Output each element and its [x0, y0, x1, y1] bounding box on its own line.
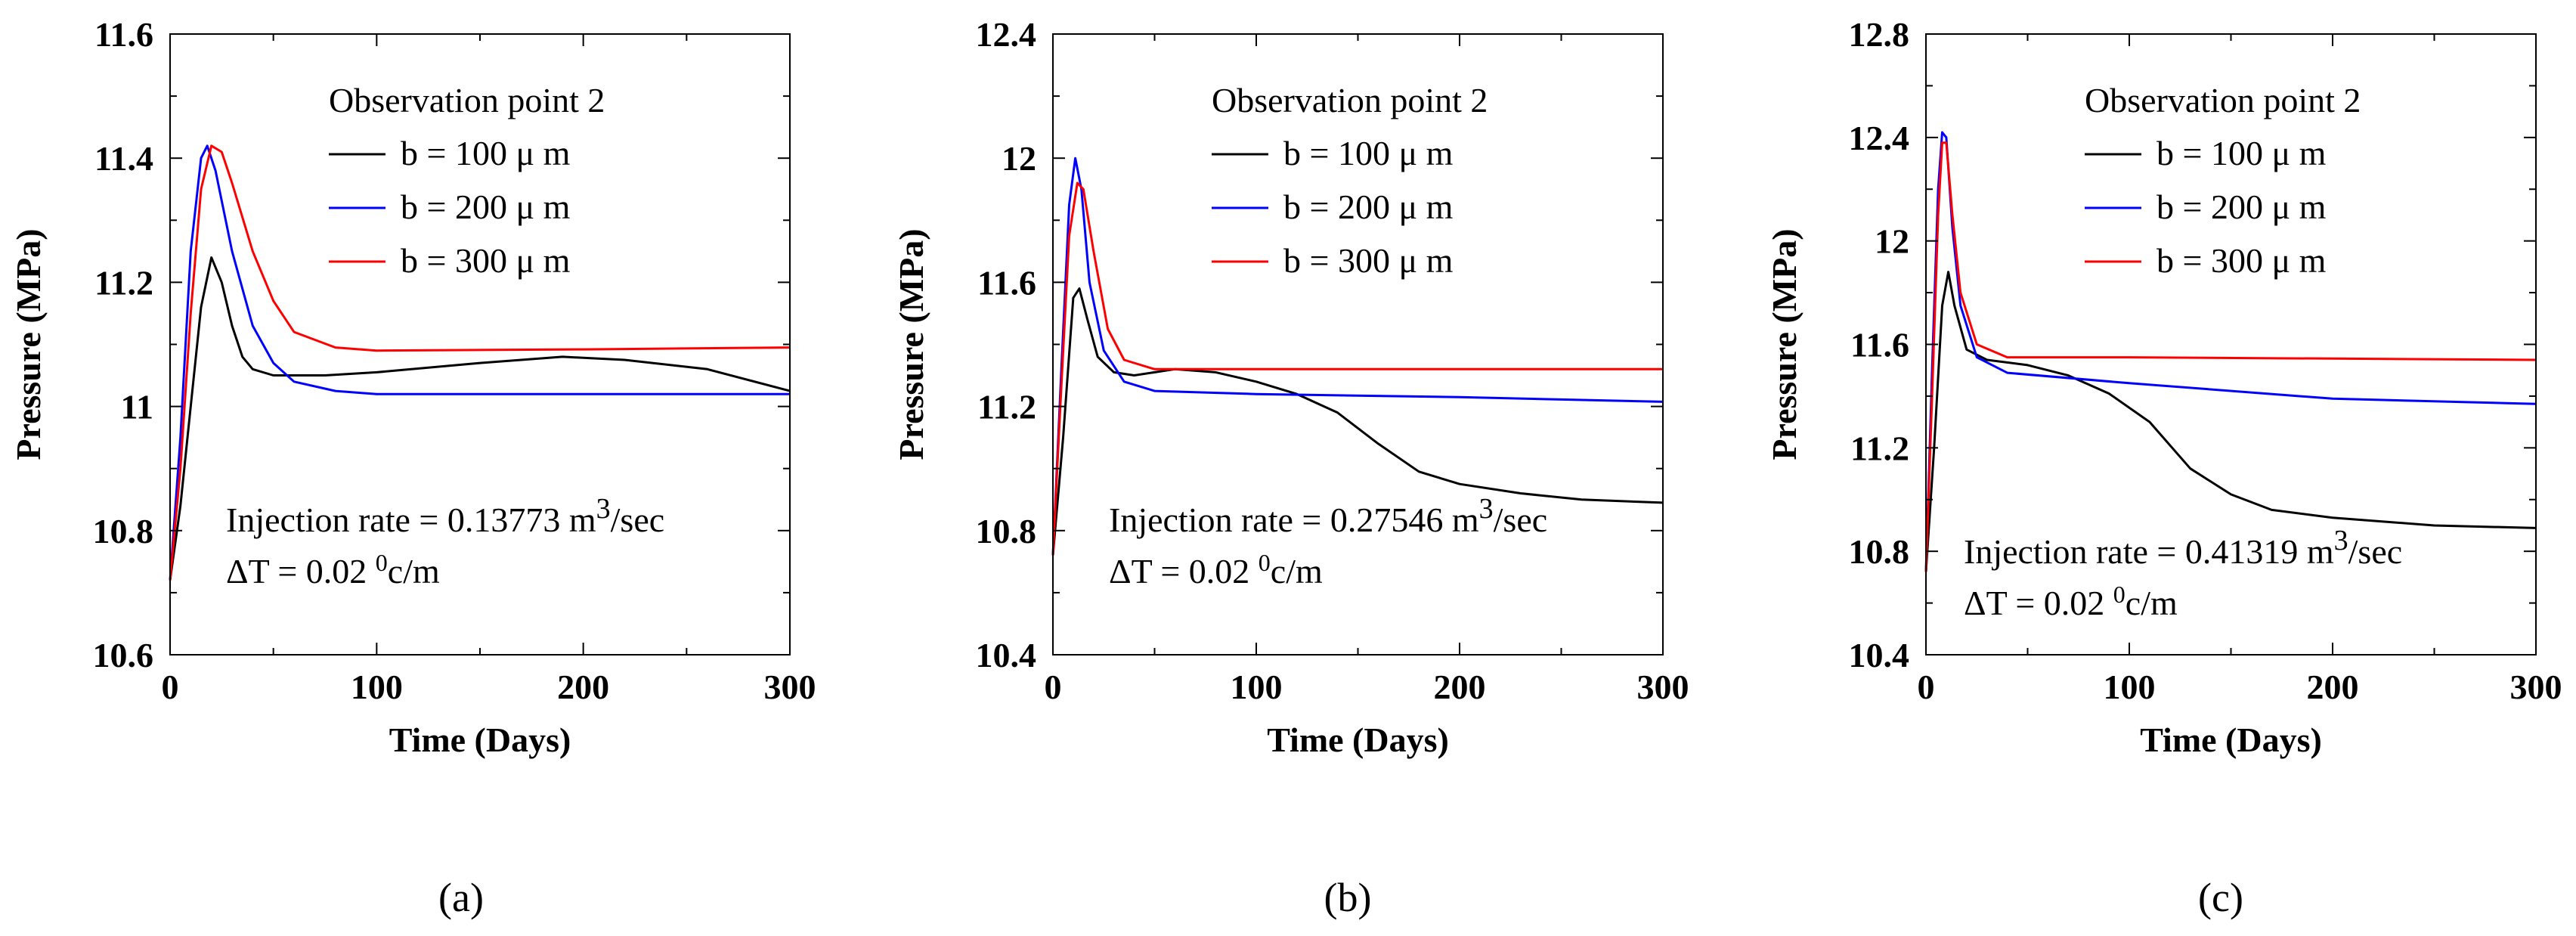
series-line-b300: [1924, 141, 2537, 572]
y-tick-label: 12: [1875, 222, 1909, 261]
series-line-b300: [169, 144, 791, 581]
y-tick-label: 11.6: [1850, 326, 1909, 364]
annotation-rate-text: Injection rate = 0.13773 m: [226, 501, 596, 539]
x-tick-label: 300: [1637, 668, 1689, 706]
legend-title: Observation point 2: [329, 81, 605, 119]
legend-label: b = 300 μ m: [401, 241, 571, 280]
annotation-delta-t: ΔT = 0.02 0c/m: [1964, 581, 2178, 622]
annotation-delta-t: ΔT = 0.02 0c/m: [1109, 549, 1323, 590]
annotation-delta-t: ΔT = 0.02 0c/m: [226, 549, 440, 590]
y-tick-label: 10.4: [1849, 636, 1910, 674]
y-axis-title: Pressure (MPa): [1765, 228, 1804, 460]
annotation-injection-rate: Injection rate = 0.13773 m3/sec: [226, 493, 664, 539]
y-tick-label: 11.2: [1850, 429, 1909, 467]
annotation-dt-sup: 0: [1259, 549, 1271, 576]
legend-label: b = 200 μ m: [1283, 188, 1454, 226]
annotation-dt-unit: c/m: [2126, 584, 2178, 622]
x-tick-label: 0: [1045, 668, 1062, 706]
chart-panel-b: 0 100 200 300 10.4 10.8 11.2 11.6 12 12.4 Time (Da…: [892, 15, 1689, 920]
x-axis-title: Time (Days): [389, 721, 571, 759]
annotation-rate-unit: /sec: [2348, 532, 2403, 571]
x-tick-label: 300: [2510, 668, 2562, 706]
annotation-rate-sup: 3: [596, 493, 611, 525]
y-tick-label: 11.4: [94, 139, 153, 178]
y-tick-label: 10.6: [93, 636, 154, 674]
y-tick-label: 10.8: [93, 512, 154, 550]
x-tick-label: 100: [2104, 668, 2156, 706]
annotation-injection-rate: Injection rate = 0.41319 m3/sec: [1964, 525, 2402, 571]
x-tick-label: 0: [1918, 668, 1935, 706]
series-line-b100: [169, 256, 791, 581]
annotation-dt-sup: 0: [376, 549, 388, 576]
x-tick-label: 200: [2307, 668, 2359, 706]
y-tick-label: 10.8: [1849, 532, 1910, 571]
annotation-dt-unit: c/m: [388, 552, 440, 590]
legend-label: b = 200 μ m: [2156, 188, 2327, 226]
annotation-rate-text: Injection rate = 0.41319 m: [1964, 532, 2334, 571]
x-tick-label: 300: [764, 668, 816, 706]
series-line-b200: [1051, 157, 1664, 556]
y-tick-label: 12.8: [1849, 15, 1910, 54]
legend-label: b = 100 μ m: [2156, 134, 2327, 172]
annotation-rate-unit: /sec: [1494, 501, 1548, 539]
annotation-injection-rate: Injection rate = 0.27546 m3/sec: [1109, 493, 1547, 539]
chart-panel-c: 0 100 200 300 10.4 10.8 11.2 11.6 12 12.4 12.8 Time…: [1765, 15, 2562, 920]
x-tick-label: 200: [557, 668, 609, 706]
legend-title: Observation point 2: [2085, 81, 2361, 119]
y-tick-label: 11.6: [977, 263, 1036, 302]
legend-label: b = 200 μ m: [401, 188, 571, 226]
annotation-dt-sup: 0: [2113, 581, 2126, 608]
y-axis-title: Pressure (MPa): [892, 228, 930, 460]
y-tick-label: 12: [1002, 139, 1036, 178]
x-tick-label: 0: [162, 668, 179, 706]
y-tick-label: 10.8: [976, 512, 1037, 550]
x-axis-title: Time (Days): [1267, 721, 1449, 759]
series-line-b200: [169, 144, 790, 581]
panel-label: (c): [2198, 875, 2243, 920]
x-tick-label: 200: [1434, 668, 1486, 706]
y-tick-label: 12.4: [976, 15, 1037, 54]
legend-label: b = 300 μ m: [2156, 241, 2327, 280]
panel-label: (a): [438, 875, 484, 920]
legend-label: b = 100 μ m: [401, 134, 571, 172]
series-line-b100: [1924, 271, 2537, 572]
annotation-rate-unit: /sec: [611, 501, 665, 539]
annotation-rate-text: Injection rate = 0.27546 m: [1109, 501, 1479, 539]
chart-panel-a: 0 100 200 300 10.6 10.8 11 11.2 11.4 11.6 Time (Da…: [9, 15, 816, 920]
legend-label: b = 100 μ m: [1283, 134, 1454, 172]
x-axis-title: Time (Days): [2140, 721, 2322, 759]
y-tick-label: 11.2: [977, 388, 1036, 426]
annotation-dt-text: ΔT = 0.02: [226, 552, 376, 590]
y-tick-label: 10.4: [976, 636, 1037, 674]
annotation-rate-sup: 3: [1479, 493, 1494, 525]
series-line-b100: [1051, 287, 1664, 556]
x-tick-label: 100: [351, 668, 403, 706]
y-tick-label: 11.2: [94, 263, 153, 302]
y-tick-label: 11: [121, 388, 153, 426]
y-tick-label: 12.4: [1849, 119, 1910, 157]
y-tick-label: 11.6: [94, 15, 153, 54]
annotation-dt-unit: c/m: [1271, 552, 1323, 590]
series-line-b300: [1051, 181, 1663, 556]
panel-label: (b): [1324, 875, 1372, 920]
annotation-rate-sup: 3: [2334, 525, 2348, 556]
legend-title: Observation point 2: [1212, 81, 1488, 119]
y-axis-title: Pressure (MPa): [9, 228, 48, 460]
x-tick-label: 100: [1231, 668, 1283, 706]
annotation-dt-text: ΔT = 0.02: [1109, 552, 1259, 590]
legend-label: b = 300 μ m: [1283, 241, 1454, 280]
annotation-dt-text: ΔT = 0.02: [1964, 584, 2113, 622]
